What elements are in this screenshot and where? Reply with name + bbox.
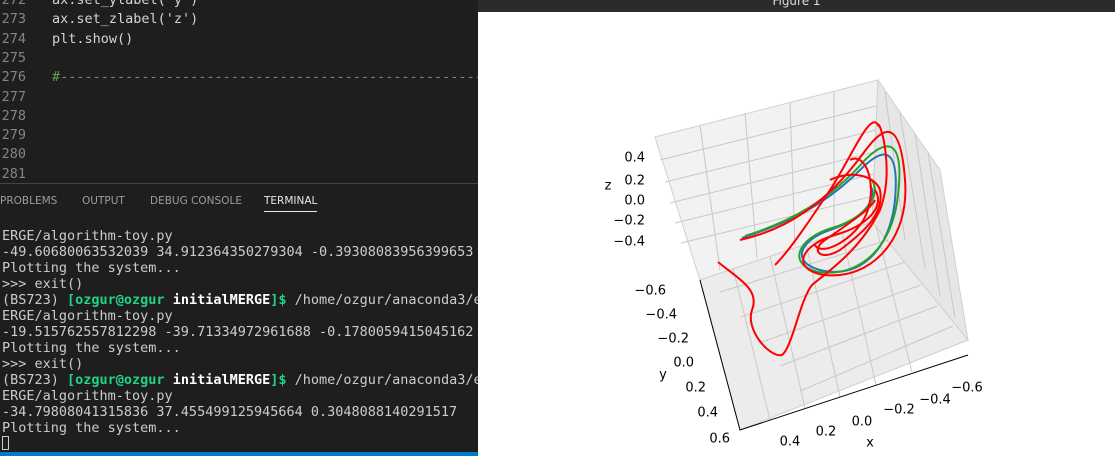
y-ticks: −0.6 −0.4 −0.2 0.0 0.2 0.4 0.6 xyxy=(634,284,730,447)
line-number: 277 xyxy=(1,88,26,105)
line-number: 278 xyxy=(1,107,26,124)
prompt-end: ]$ xyxy=(270,372,287,388)
terminal-text: -19.515762557812298 -39.71334972961688 -… xyxy=(2,324,474,340)
terminal-text: Plotting the system... xyxy=(2,340,181,356)
terminal-text: Plotting the system... xyxy=(2,420,181,436)
y-tick-label: 0.6 xyxy=(709,432,730,447)
window-titlebar: Figure 1 xyxy=(478,0,1115,12)
trajectories xyxy=(717,121,907,357)
z-tick-label: 0.0 xyxy=(624,194,645,209)
prompt-user: [ozgur@ozgur xyxy=(67,372,173,388)
x-axis-label: x xyxy=(866,436,874,451)
panel-tabs: PROBLEMS OUTPUT DEBUG CONSOLE TERMINAL xyxy=(0,183,478,214)
terminal-line: ERGE/algorithm-toy.py xyxy=(2,388,173,404)
line-number: 281 xyxy=(1,165,26,182)
line-number: 272 xyxy=(1,0,26,8)
terminal-line: -19.515762557812298 -39.71334972961688 -… xyxy=(2,324,473,340)
code: plt.show() xyxy=(52,30,134,47)
y-axis-label: y xyxy=(659,368,667,383)
z-tick-label: −0.2 xyxy=(613,214,645,229)
code: #---------------------------------------… xyxy=(52,69,478,86)
prompt-env: (BS723) xyxy=(2,372,68,388)
y-tick-label: −0.2 xyxy=(657,332,689,347)
terminal-line: Plotting the system... xyxy=(2,340,181,356)
cursor xyxy=(2,436,9,450)
prompt-dir: initialMERGE xyxy=(172,372,271,388)
y-tick-label: 0.2 xyxy=(685,381,706,396)
terminal-line: (BS723) [ozgur@ozgur initialMERGE]$ /hom… xyxy=(2,372,478,388)
terminal-line: >>> exit() xyxy=(2,356,83,372)
code: ax.set_ylabel('y') xyxy=(52,0,199,8)
x-tick-label: −0.6 xyxy=(951,381,983,396)
line-number: 280 xyxy=(1,146,26,163)
prompt-end: ]$ xyxy=(270,292,287,308)
command: /home/ozgur/anaconda3/er xyxy=(286,292,478,308)
terminal-text: ERGE/algorithm-toy.py xyxy=(2,388,173,404)
prompt-dir: initialMERGE xyxy=(172,292,271,308)
z-tick-label: 0.2 xyxy=(624,174,645,189)
y-tick-label: 0.4 xyxy=(697,406,718,421)
prompt-env: (BS723) xyxy=(2,292,68,308)
axis-lines xyxy=(699,279,969,431)
line-number: 275 xyxy=(1,49,26,66)
line-number: 273 xyxy=(1,11,26,28)
terminal-text: >>> exit() xyxy=(2,276,84,292)
y-tick-label: −0.6 xyxy=(634,284,666,299)
line-number: 274 xyxy=(1,30,26,47)
x-ticks: 0.4 0.2 0.0 −0.2 −0.4−0.6 xyxy=(780,381,983,450)
code: ax.set_zlabel('z') xyxy=(52,11,199,28)
x-tick-label: −0.2 xyxy=(883,403,915,418)
z-tick-label: 0.4 xyxy=(624,151,645,166)
axes3d: 0.40.20.0−0.2−0.4 −0.6−0.4−0.20.00.20.40… xyxy=(605,78,983,451)
panel-tab[interactable]: TERMINAL xyxy=(264,195,318,212)
terminal-text: ERGE/algorithm-toy.py xyxy=(2,308,173,324)
x-tick-label: 0.2 xyxy=(816,425,837,440)
terminal-text: -34.79808041315836 37.455499125945664 0.… xyxy=(2,404,458,420)
y-tick-label: −0.4 xyxy=(645,308,677,323)
terminal-line: ERGE/algorithm-toy.py xyxy=(2,228,173,244)
status-bar xyxy=(0,452,478,456)
terminal-line: Plotting the system... xyxy=(2,420,181,436)
terminal-text: -49.60680063532039 34.912364350279304 -0… xyxy=(2,244,474,260)
terminal-text: >>> exit() xyxy=(2,356,84,372)
prompt-user: [ozgur@ozgur xyxy=(67,292,173,308)
terminal-line: -49.60680063532039 34.912364350279304 -0… xyxy=(2,244,473,260)
figure: 0.40.20.0−0.2−0.4 −0.6−0.4−0.20.00.20.40… xyxy=(605,78,983,451)
editor: 272 ax.set_ylabel('y') 273 ax.set_zlabel('z… xyxy=(0,0,478,182)
line-number: 279 xyxy=(1,127,26,144)
x-tick-label: 0.4 xyxy=(780,435,801,450)
terminal-text: Plotting the system... xyxy=(2,260,181,276)
panel-tab[interactable]: OUTPUT xyxy=(82,195,125,207)
terminal-line: ERGE/algorithm-toy.py xyxy=(2,308,173,324)
vscode: 272 ax.set_ylabel('y') 273 ax.set_zlabel('z… xyxy=(0,0,478,456)
terminal-text: ERGE/algorithm-toy.py xyxy=(2,228,173,244)
terminal-line: Plotting the system... xyxy=(2,260,181,276)
terminal-line: >>> exit() xyxy=(2,276,83,292)
y-tick-label: 0.0 xyxy=(673,356,694,371)
z-axis-label: z xyxy=(605,179,612,194)
x-tick-label: 0.0 xyxy=(852,415,873,430)
z-ticks: 0.4 0.2 0.0 −0.2 −0.4 xyxy=(613,151,645,250)
terminal-line: (BS723) [ozgur@ozgur initialMERGE]$ /hom… xyxy=(2,292,478,308)
panel-tab[interactable]: PROBLEMS xyxy=(0,195,58,207)
panel-tab[interactable]: DEBUG CONSOLE xyxy=(150,195,242,207)
z-tick-label: −0.4 xyxy=(613,235,645,250)
command: /home/ozgur/anaconda3/er xyxy=(286,372,478,388)
window-title: Figure 1 xyxy=(772,0,821,8)
terminal-line: -34.79808041315836 37.455499125945664 0.… xyxy=(2,404,457,420)
line-number: 276 xyxy=(1,69,26,86)
x-tick-label: −0.4 xyxy=(919,393,951,408)
terminal: ERGE/algorithm-toy.py -49.60680063532039 … xyxy=(0,214,478,452)
